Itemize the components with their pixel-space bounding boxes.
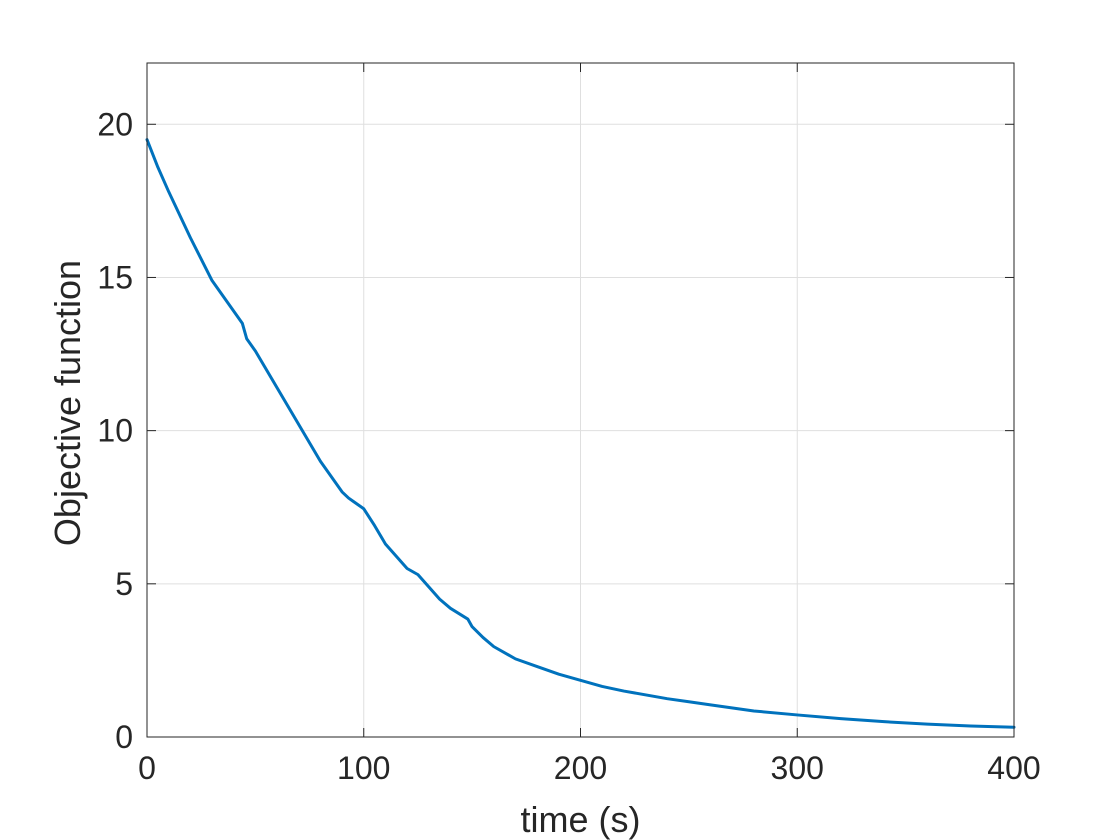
x-tick-label: 0	[138, 750, 156, 786]
tick-marks	[146, 63, 1015, 738]
y-tick-label: 5	[115, 566, 133, 602]
x-tick-label: 400	[987, 750, 1040, 786]
series-line	[145, 138, 1016, 729]
y-tick-label: 0	[115, 719, 133, 755]
grid-lines	[147, 63, 1014, 737]
y-tick-labels: 0 5 10 15 20	[97, 106, 133, 755]
y-tick-label: 20	[97, 106, 133, 142]
x-tick-label: 100	[337, 750, 390, 786]
x-axis-label: time (s)	[521, 799, 641, 840]
x-tick-label: 200	[554, 750, 607, 786]
y-axis-label: Objective function	[47, 260, 88, 546]
series-layer	[145, 138, 1016, 729]
y-tick-label: 10	[97, 413, 133, 449]
x-tick-label: 300	[771, 750, 824, 786]
y-tick-label: 15	[97, 259, 133, 295]
x-tick-labels: 0 100 200 300 400	[138, 750, 1041, 786]
